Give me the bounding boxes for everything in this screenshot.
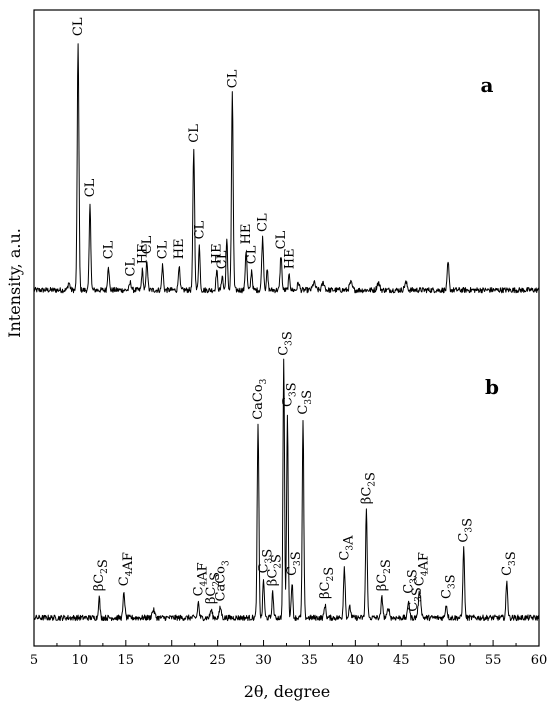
x-tick-label: 20 [163,653,180,668]
peak-label: CL [187,124,202,143]
peak-label: C3S [257,549,276,574]
panel-letter-b: b [485,375,499,399]
y-axis-label: Intensity, a.u. [5,228,24,338]
x-axis-label: 2θ, degree [244,682,331,701]
peak-label: βC2S [318,567,337,599]
peak-label: CL [140,235,155,254]
xrd-trace-a [33,43,540,294]
x-axis: 5 10 15 20 25 30 35 40 45 50 55 60 [30,640,547,668]
peak-label: βC2S [375,559,394,591]
peak-label: CL [71,17,86,36]
panel-letter-a: a [481,73,494,97]
x-tick-label: 30 [255,653,272,668]
x-tick-label: 35 [301,653,318,668]
x-tick-label: 5 [30,653,38,668]
peak-label: CL [215,250,230,269]
peak-label: C4AF [191,562,210,596]
peak-label: CaCo3 [251,378,269,419]
peak-label: HE [210,243,225,264]
peak-label: CL [123,258,138,277]
x-tick-label: 25 [209,653,226,668]
x-tick-label: 50 [439,653,456,668]
peak-label: C3A [337,535,356,561]
x-tick-label: 45 [393,653,410,668]
peak-label: CL [256,213,271,232]
peak-label: βC2S [359,472,378,504]
peak-label: CL [225,69,240,88]
peak-label: C3S [280,382,299,407]
x-tick-label: 55 [485,653,502,668]
peak-label: C3S [439,574,458,599]
peak-label: CL [101,240,116,259]
x-tick-label: 40 [347,653,364,668]
xrd-trace-b [33,358,540,622]
peak-label: CL [245,245,260,264]
peak-label: CL [156,240,171,259]
peak-label: βC2S [92,559,111,591]
peak-label: βC2S [204,572,223,604]
peak-label: HE [172,238,187,259]
x-tick-label: 60 [531,653,548,668]
peak-label: C3S [500,551,519,576]
peak-label: C3S [277,331,296,356]
peak-label: C3S [296,390,315,415]
peak-label: HE [239,224,254,245]
peak-label: HE [282,248,297,269]
peak-label: βC2S [266,554,285,586]
peak-label: C3S [406,587,425,612]
peak-label: CL [83,178,98,197]
peak-label: CaCo3 [213,560,231,601]
peak-label: CL [192,220,207,239]
peak-label: C4AF [413,552,432,586]
peak-label: C4AF [117,552,136,586]
peak-label: C3S [285,551,304,576]
peak-label: CL [274,230,289,249]
peak-label: HE [135,243,150,264]
peak-label: C3S [402,569,421,594]
peak-label: C3S [457,518,476,543]
x-tick-label: 15 [118,653,135,668]
traces-layer [33,43,540,622]
x-tick-label: 10 [72,653,89,668]
